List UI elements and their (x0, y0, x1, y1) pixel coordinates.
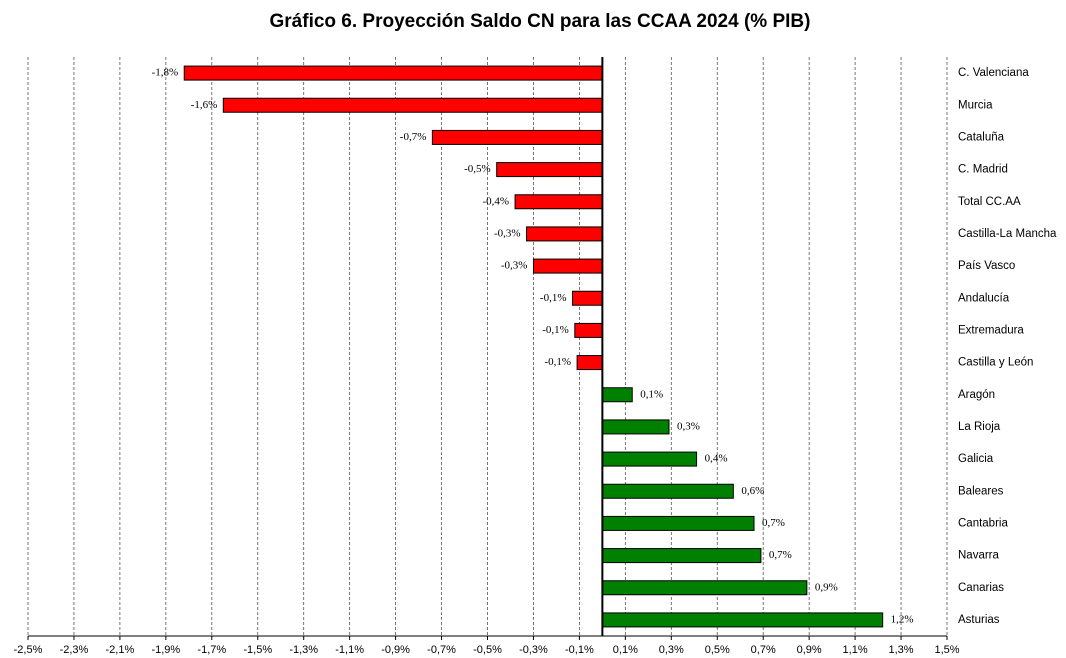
value-label: 0,9% (815, 581, 838, 593)
value-label: -1,8% (152, 67, 179, 79)
bar (514, 194, 603, 210)
category-label: C. Valenciana (958, 67, 1029, 79)
x-tick-label: -1,9% (151, 644, 180, 656)
bar (526, 226, 603, 242)
category-label: Total CC.AA (958, 196, 1021, 208)
category-label: Canarias (958, 582, 1004, 594)
x-tick-label: -0,1% (565, 644, 594, 656)
chart-title: Gráfico 6. Proyección Saldo CN para las … (270, 11, 811, 32)
bar (222, 97, 603, 113)
x-tick-label: -2,1% (106, 644, 135, 656)
category-label: Asturias (958, 614, 1000, 626)
value-label: -0,1% (545, 356, 572, 368)
x-tick-label: -2,3% (60, 644, 89, 656)
x-tick-label: -0,7% (427, 644, 456, 656)
bar (601, 483, 734, 499)
x-tick-label: -1,1% (335, 644, 364, 656)
value-label: 0,7% (762, 517, 785, 529)
category-label: La Rioja (958, 421, 1001, 433)
x-tick-label: 1,5% (934, 644, 959, 656)
category-label: Murcia (958, 99, 993, 111)
x-tick-label: -2,5% (14, 644, 43, 656)
x-tick-label: 1,3% (889, 644, 914, 656)
x-tick-label: 0,1% (613, 644, 638, 656)
bar (601, 580, 808, 596)
bar (601, 548, 762, 564)
value-label: 0,7% (769, 549, 792, 561)
x-tick-label: -0,5% (473, 644, 502, 656)
x-tick-label: 1,1% (843, 644, 868, 656)
category-label: Galicia (958, 453, 994, 465)
value-label: 0,4% (705, 453, 728, 465)
bar (576, 355, 603, 371)
category-label: Baleares (958, 485, 1004, 497)
value-label: -0,1% (540, 292, 567, 304)
category-label: Cantabria (958, 517, 1008, 529)
bar (601, 451, 698, 467)
bar (601, 387, 633, 403)
category-label: Extremadura (958, 324, 1024, 336)
bar (572, 290, 603, 306)
category-label: País Vasco (958, 260, 1015, 272)
x-tick-label: -0,3% (519, 644, 548, 656)
bar (431, 129, 603, 145)
value-label: -0,4% (482, 195, 509, 207)
category-label: Castilla y León (958, 357, 1033, 369)
x-tick-label: 0,5% (705, 644, 730, 656)
bar (574, 322, 603, 338)
bar (601, 419, 670, 435)
x-tick-label: -1,5% (243, 644, 272, 656)
value-label: 0,6% (741, 485, 764, 497)
category-label: C. Madrid (958, 164, 1008, 176)
value-label: -1,6% (191, 99, 218, 111)
x-tick-label: 0,9% (797, 644, 822, 656)
category-label: Aragón (958, 389, 995, 401)
value-label: 0,1% (640, 388, 663, 400)
x-tick-label: 0,7% (751, 644, 776, 656)
bar (496, 162, 603, 178)
bar (601, 612, 884, 628)
value-label: 0,3% (677, 420, 700, 432)
x-tick-label: -1,3% (289, 644, 318, 656)
x-tick-label: 0,3% (659, 644, 684, 656)
category-label: Andalucía (958, 292, 1010, 304)
bar (532, 258, 603, 274)
value-label: -0,3% (501, 260, 528, 272)
bar (601, 515, 755, 531)
value-label: -0,7% (400, 131, 427, 143)
bar (183, 65, 603, 81)
x-tick-label: -1,7% (197, 644, 226, 656)
value-label: -0,1% (542, 324, 569, 336)
category-label: Castilla-La Mancha (958, 228, 1057, 240)
value-label: -0,3% (494, 227, 521, 239)
x-tick-label: -0,9% (381, 644, 410, 656)
category-label: Navarra (958, 550, 1000, 562)
category-label: Cataluña (958, 131, 1005, 143)
value-label: 1,2% (891, 613, 914, 625)
value-label: -0,5% (464, 163, 491, 175)
